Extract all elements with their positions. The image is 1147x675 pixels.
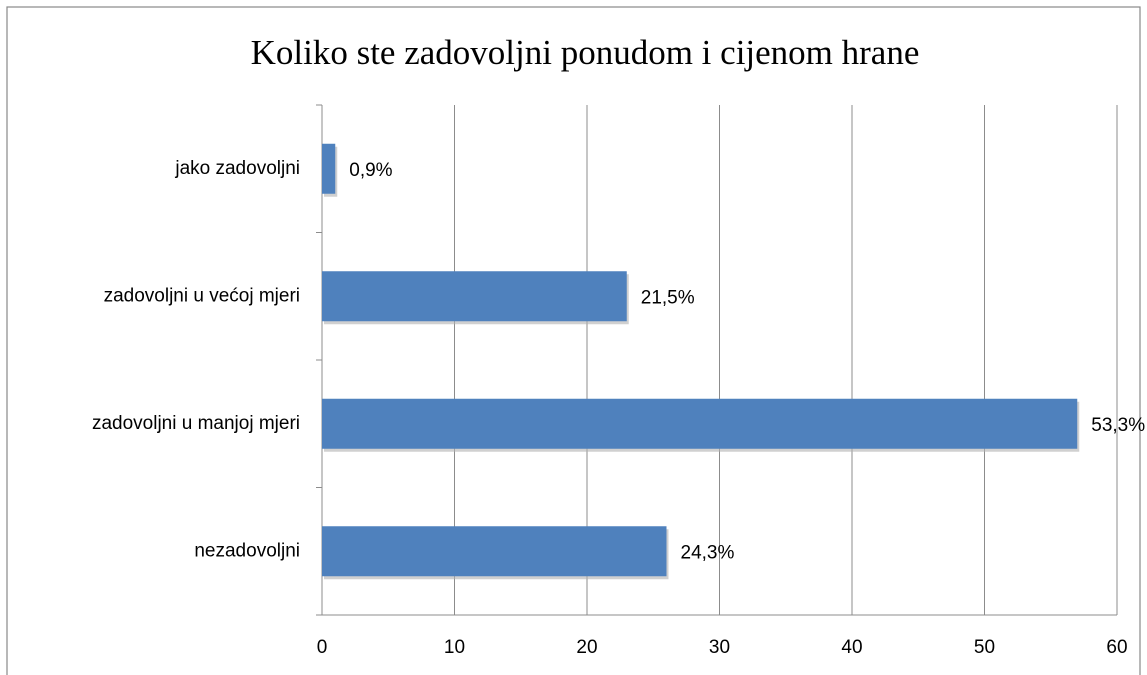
x-tick-label: 50: [974, 637, 995, 658]
x-tick-label: 20: [576, 637, 597, 658]
y-tick-label: nezadovoljni: [194, 540, 300, 561]
bar: [322, 398, 1078, 449]
x-tick-label: 10: [444, 637, 465, 658]
x-tick-label: 0: [317, 637, 328, 658]
data-label: 21,5%: [641, 287, 695, 308]
bar: [322, 143, 336, 194]
x-tick-label: 60: [1106, 637, 1127, 658]
y-tick-label: zadovoljni u većoj mjeri: [104, 285, 300, 306]
x-tick-label: 40: [841, 637, 862, 658]
y-tick-label: zadovoljni u manjoj mjeri: [92, 413, 300, 434]
data-label: 53,3%: [1091, 415, 1145, 436]
data-label: 24,3%: [681, 542, 735, 563]
bar: [322, 526, 667, 577]
bar: [322, 271, 627, 322]
data-label: 0,9%: [349, 160, 392, 181]
chart-title: Koliko ste zadovoljni ponudom i cijenom …: [251, 33, 920, 72]
x-tick-label: 30: [709, 637, 730, 658]
y-tick-label: jako zadovoljni: [174, 158, 300, 179]
